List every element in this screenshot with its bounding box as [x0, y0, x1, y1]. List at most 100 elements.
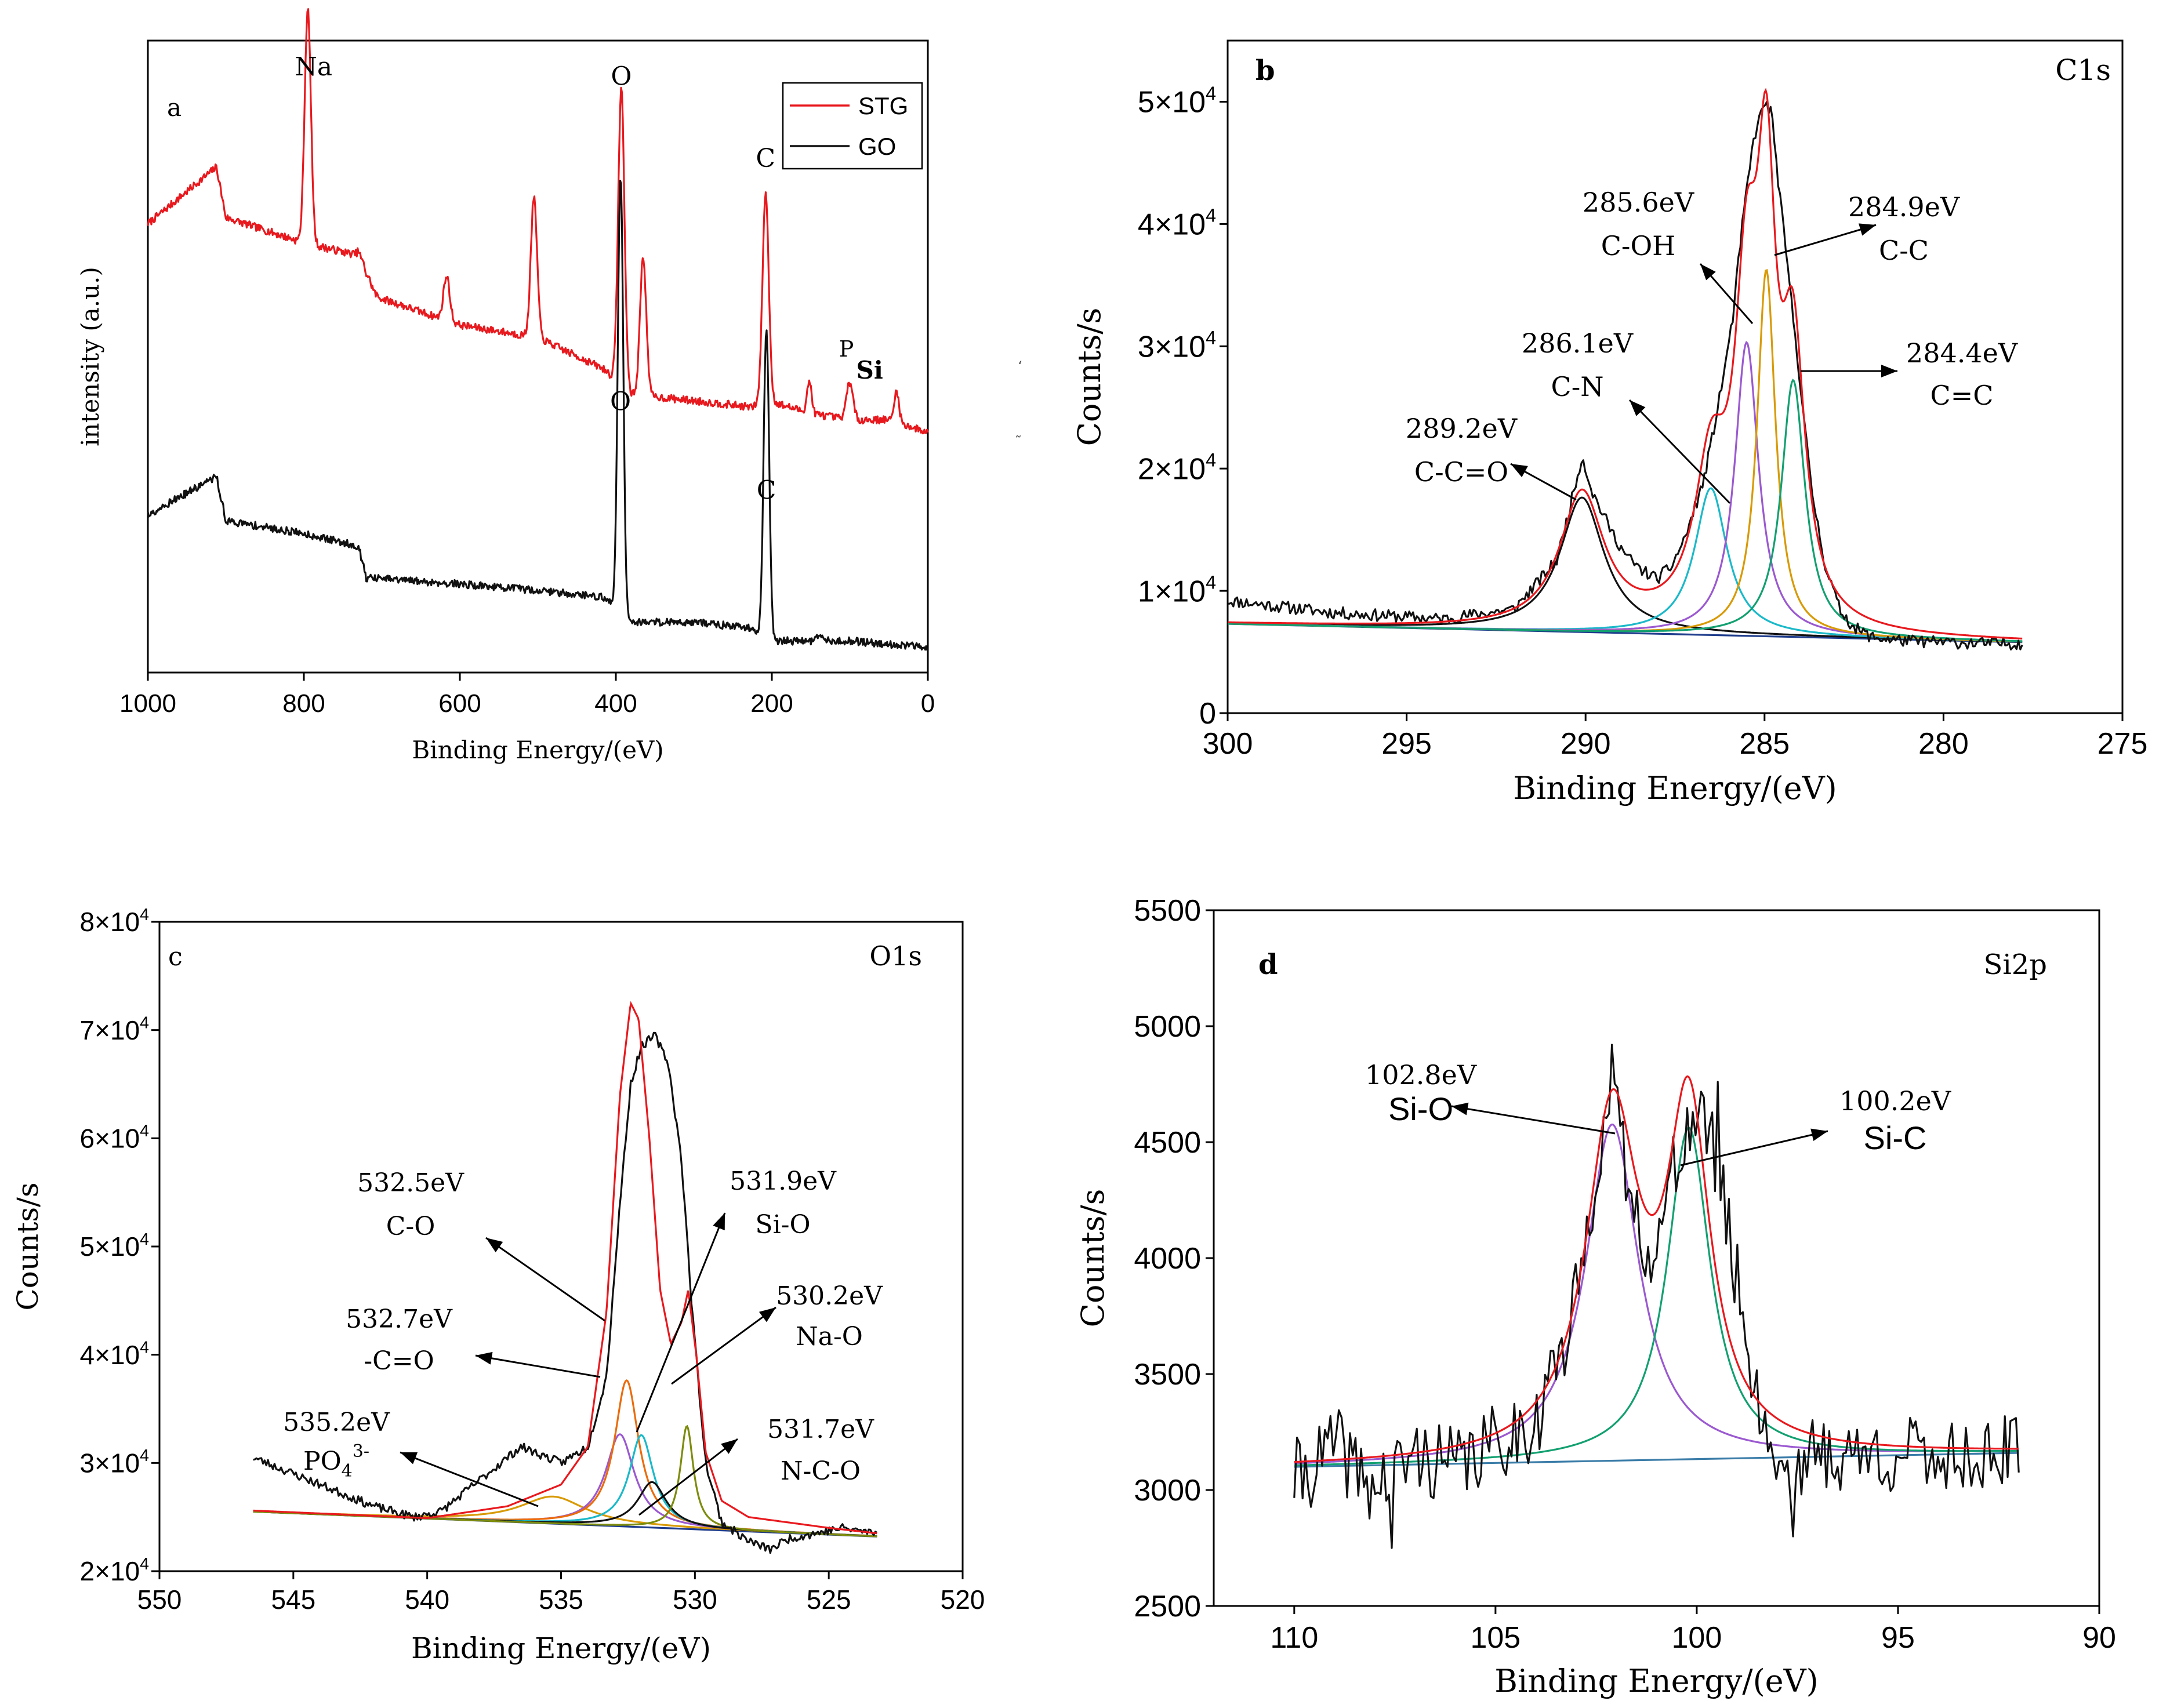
y-tick-label: 2×104: [80, 1555, 150, 1586]
x-tick-label: 295: [1381, 727, 1432, 761]
y-tick-label: 3500: [1134, 1358, 1201, 1391]
peak-bond-label: Si-O: [1388, 1091, 1453, 1127]
y-tick-exponent: 4: [140, 1230, 149, 1249]
annotation-arrow-head: [1881, 365, 1897, 377]
raw-spectrum: [253, 1031, 878, 1554]
x-tick-label: 520: [941, 1585, 985, 1615]
peak-bond-label: -C=O: [364, 1346, 434, 1376]
panel-label: c: [168, 942, 183, 972]
x-axis-label: Binding Energy/(eV): [1513, 770, 1837, 806]
legend-label-stg: STG: [858, 92, 908, 119]
peak-annotation-4: 284.9eV C-C: [1774, 191, 1960, 266]
x-tick-label: 545: [271, 1585, 315, 1615]
background-line: [1294, 1452, 2019, 1468]
annotation-arrow-head: [1630, 400, 1646, 416]
y-tick-label: 3×104: [1138, 328, 1216, 364]
y-tick-label: 4500: [1134, 1126, 1201, 1160]
x-tick-label: 800: [282, 689, 325, 718]
peak-annotation: O: [611, 61, 632, 91]
panel-label: a: [167, 93, 182, 122]
x-tick-label: 105: [1470, 1621, 1521, 1655]
y-tick-mantissa: 8×10: [80, 907, 140, 937]
peak-energy-label: 102.8eV: [1365, 1059, 1477, 1091]
y-tick-label: 5×104: [1138, 83, 1216, 119]
y-tick-label: 1×104: [1138, 572, 1216, 608]
annotation-arrow-line: [671, 1306, 776, 1385]
peak-energy-label: 285.6eV: [1583, 187, 1694, 218]
plot-frame: [147, 39, 929, 674]
peak-energy-label: 100.2eV: [1839, 1085, 1951, 1117]
annotation-arrow-line: [400, 1451, 539, 1507]
y-tick-label: 7×104: [80, 1013, 150, 1045]
peak-bond-label: Si-C: [1864, 1120, 1927, 1156]
scan-artifact: ‘: [1018, 358, 1022, 375]
panel-label: b: [1255, 54, 1275, 87]
y-tick-mantissa: 2×10: [80, 1556, 140, 1586]
peak-annotation-3: 532.5eV C-O: [357, 1168, 605, 1322]
panel-b: 300 295 290 285 280 27501×1042×1043×1044×1045…: [1015, 39, 2147, 806]
x-tick-label: 600: [438, 689, 481, 718]
fit-envelope: [1294, 1075, 2019, 1463]
y-tick-exponent: 4: [140, 1122, 149, 1140]
x-tick-label: 300: [1203, 727, 1253, 761]
y-tick-exponent: 4: [140, 1447, 149, 1465]
peak-annotation-2: 532.7eV -C=O: [346, 1304, 601, 1378]
legend-box: [782, 82, 923, 170]
panel-a: 1000 800 600 400 200 0 Binding Energy/(eV) inte…: [76, 8, 935, 764]
raw-spectrum: [1293, 1044, 2020, 1549]
peak-annotation-2: 286.1eV C-N: [1522, 328, 1731, 504]
peak-bond-label: C-OH: [1601, 230, 1676, 261]
peak-energy-label: 286.1eV: [1522, 328, 1634, 359]
y-tick-label: 2×104: [1138, 450, 1216, 486]
x-tick-label: 535: [539, 1585, 583, 1615]
x-tick-label: 280: [1918, 727, 1969, 761]
panel-c: 550 545 540 535 530 525 5202×1043×1044×1045×10…: [11, 906, 985, 1665]
peak-annotation-4: 531.9eV Si-O: [636, 1166, 837, 1433]
peak-energy-label: 284.9eV: [1848, 191, 1960, 223]
peak-energy-label: 531.7eV: [767, 1415, 874, 1444]
y-tick-mantissa: 7×10: [80, 1015, 140, 1045]
x-tick-label: 530: [673, 1585, 717, 1615]
spectrum-title: O1s: [869, 940, 922, 972]
peak-bond-label: N-C-O: [781, 1456, 861, 1486]
fit-envelope: [1228, 88, 2023, 640]
peak-bond-label: C-N: [1551, 371, 1604, 402]
x-tick-label: 0: [921, 689, 935, 718]
peak-annotation: C: [756, 144, 775, 173]
y-tick-mantissa: 5×10: [1138, 86, 1206, 119]
y-tick-label: 4×104: [80, 1338, 150, 1369]
y-tick-exponent: 4: [1206, 328, 1216, 348]
y-tick-exponent: 4: [140, 1555, 149, 1573]
panel-label: d: [1258, 949, 1278, 981]
x-tick-label: 95: [1881, 1621, 1915, 1655]
peak-bond-label: C=C: [1930, 380, 1994, 411]
x-axis-label: Binding Energy/(eV): [1494, 1663, 1818, 1699]
bond-superscript: 3-: [353, 1441, 369, 1462]
annotation-arrow-line: [1628, 399, 1731, 504]
y-tick-label: 5×104: [80, 1230, 150, 1262]
series-line-stg: [147, 8, 929, 435]
annotation-arrow-line: [638, 1438, 738, 1516]
scan-artifact: ˜: [1015, 434, 1022, 450]
spectrum-title: C1s: [2055, 53, 2111, 87]
annotation-arrow-head: [713, 1213, 725, 1231]
y-axis-label: intensity (a.u.): [76, 267, 104, 446]
y-axis-label: Counts/s: [11, 1182, 45, 1310]
peak-annotation-1: 535.2eV PO43-: [283, 1408, 539, 1507]
x-tick-label: 540: [405, 1585, 449, 1615]
peak-energy-label: 532.7eV: [346, 1304, 453, 1334]
x-tick-label: 110: [1270, 1621, 1318, 1655]
annotation-arrow-head: [1451, 1102, 1469, 1115]
raw-spectrum: [1227, 101, 2023, 651]
y-tick-mantissa: 4×10: [1138, 208, 1206, 242]
peak-annotation-6: 530.2eV Na-O: [671, 1281, 883, 1385]
y-tick-label: 3000: [1134, 1474, 1201, 1507]
spectrum-title: Si2p: [1984, 949, 2048, 981]
fit-component-5: [1228, 379, 2023, 642]
annotation-arrow-head: [1511, 464, 1528, 478]
y-tick-exponent: 4: [1206, 572, 1216, 593]
y-tick-exponent: 4: [140, 1013, 149, 1032]
annotation-arrow-line: [1774, 224, 1877, 256]
